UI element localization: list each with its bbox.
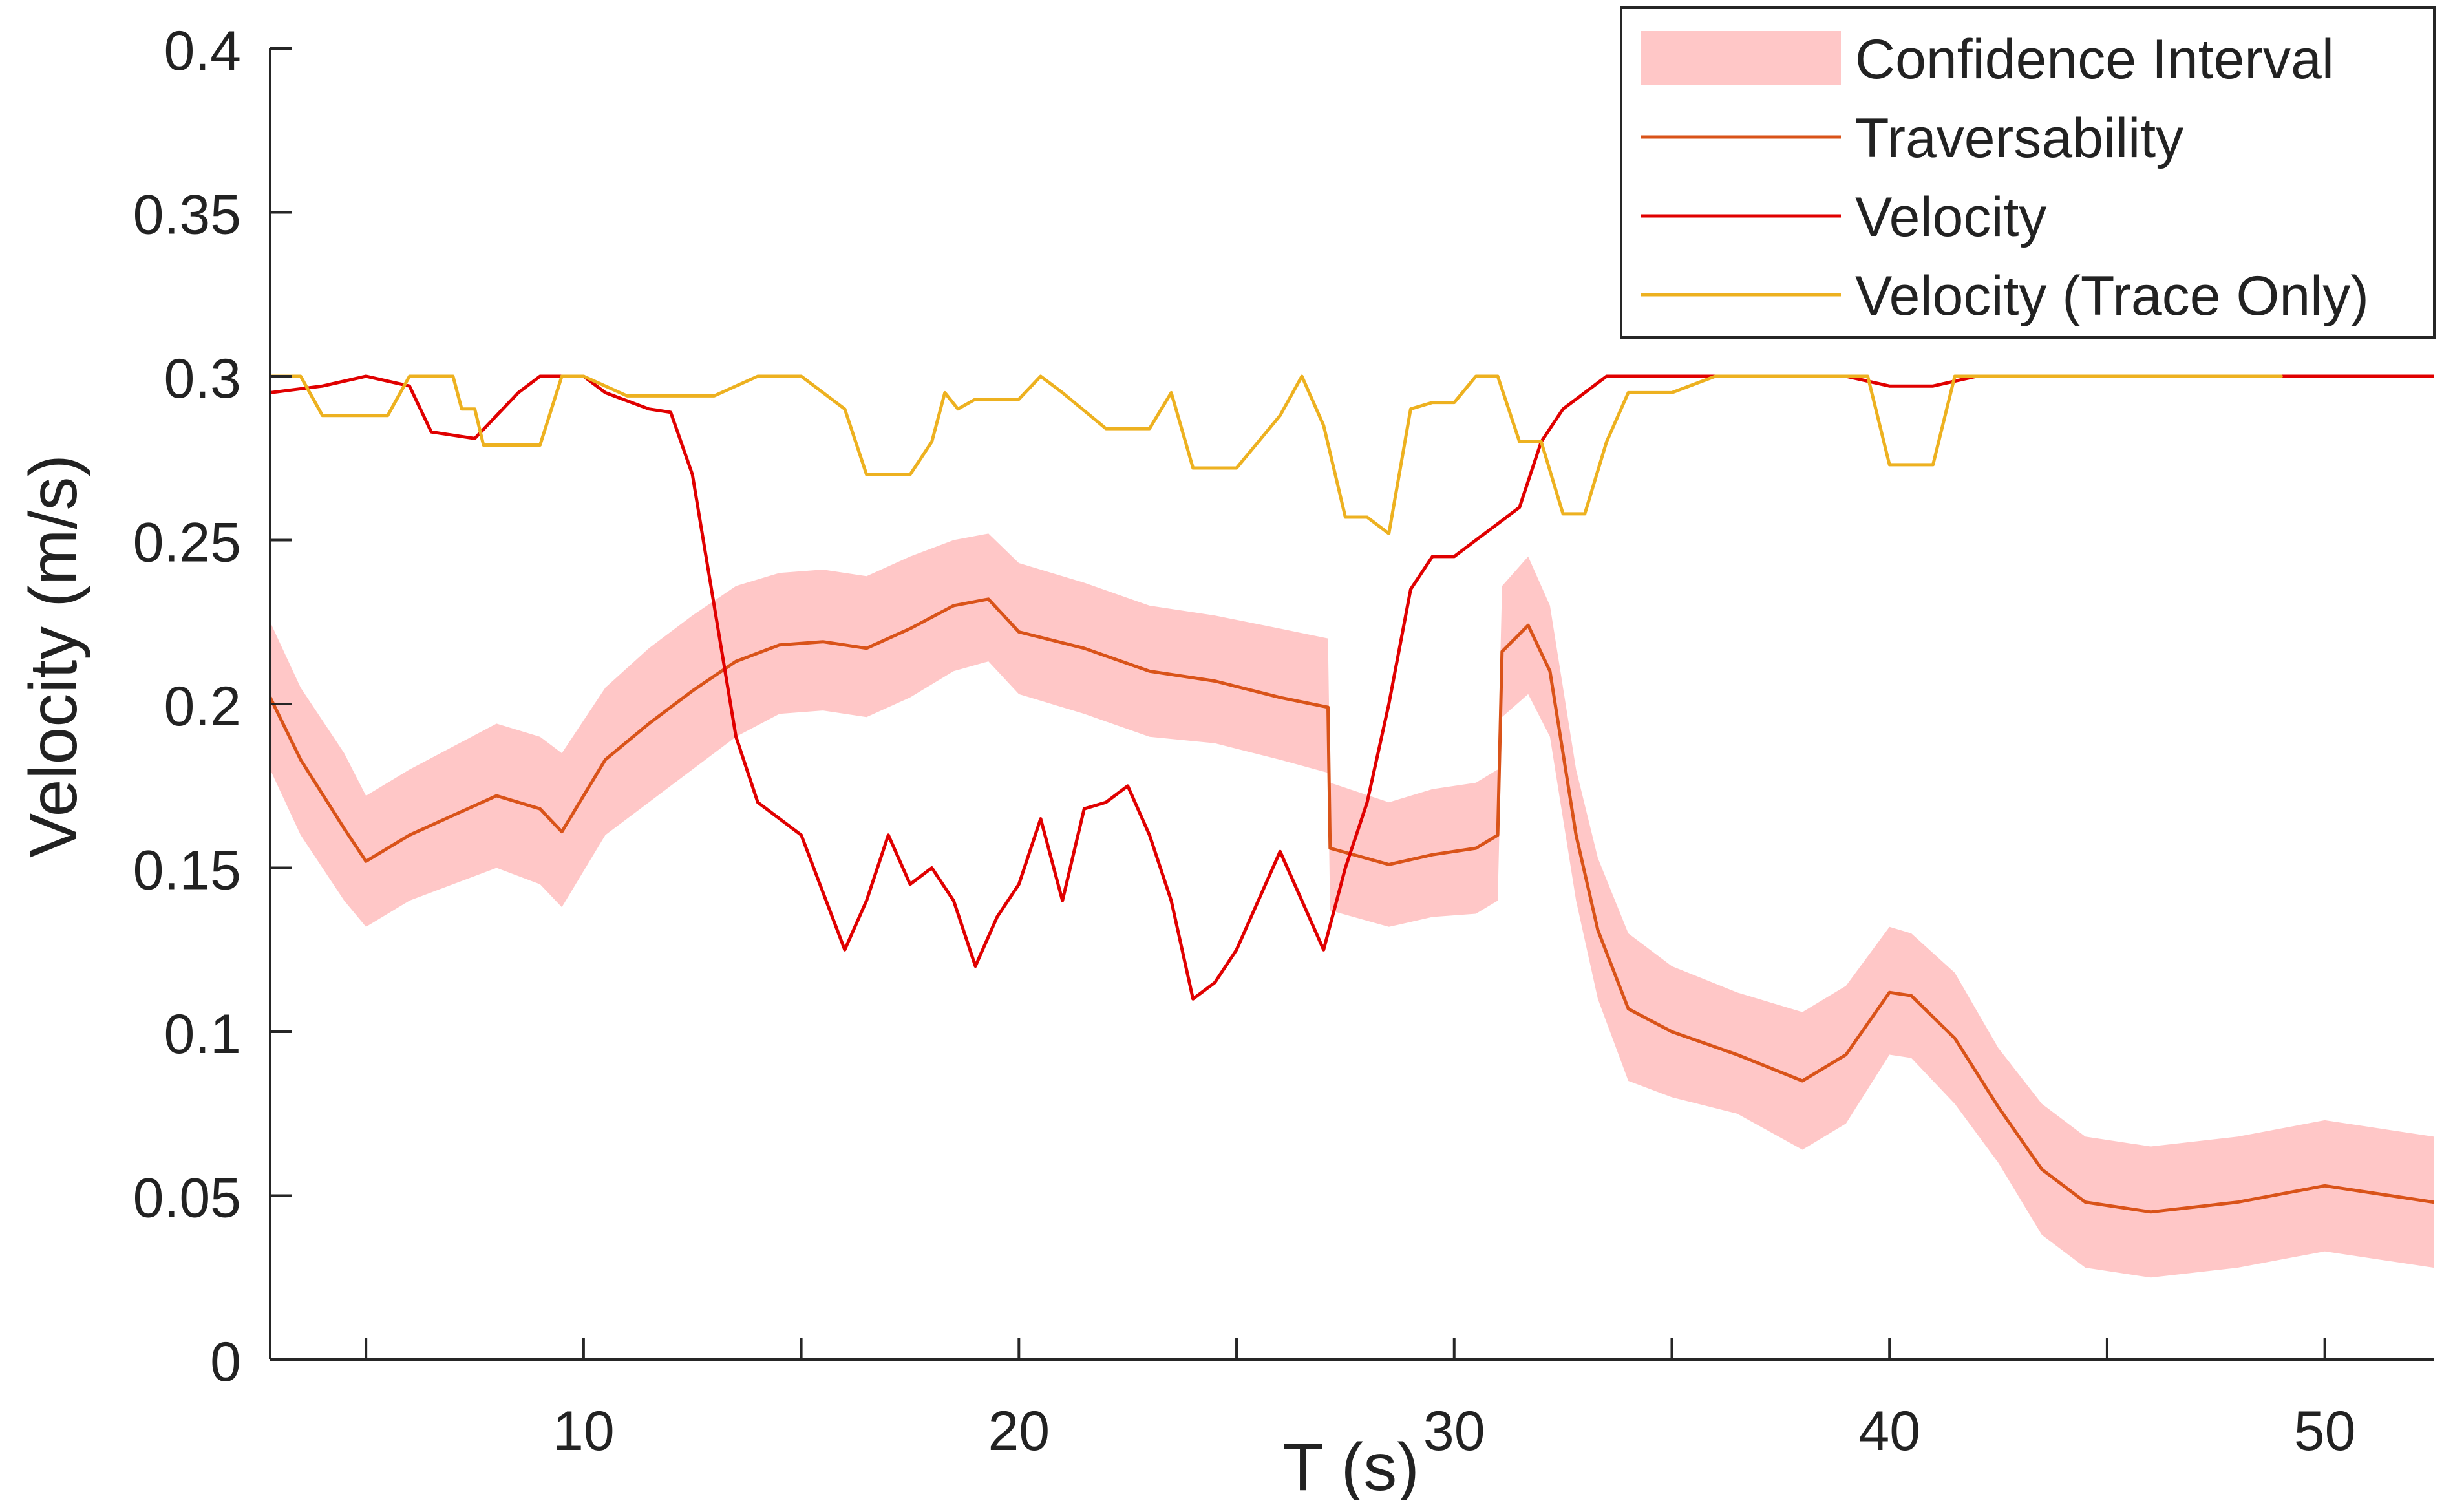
legend-label-confidence-interval: Confidence Interval [1855,28,2334,91]
series-velocity-line [270,374,2434,1001]
legend-label-traversability: Traversability [1855,107,2183,169]
plot-area [270,374,2434,1278]
legend: Confidence Interval Traversability Velocit… [1620,6,2436,339]
legend-label-velocity-trace-only: Velocity (Trace Only) [1855,265,2369,327]
y-tick-label: 0 [210,1331,241,1393]
series-confidence-interval-band [270,533,2434,1278]
y-axis-label: Velocity (m/s) [16,454,91,858]
y-tick-label: 0.1 [164,1003,241,1065]
y-tick-label: 0.35 [133,184,241,246]
x-tick-label: 40 [1858,1400,1920,1462]
legend-label-velocity: Velocity [1855,186,2046,248]
x-tick-label: 30 [1423,1400,1485,1462]
y-tick-label: 0.2 [164,676,241,738]
x-axis-label: T (s) [1282,1430,1419,1500]
y-tick-label: 0.05 [133,1167,241,1230]
y-tick-label: 0.4 [164,20,241,82]
y-tick-label: 0.3 [164,348,241,410]
y-tick-label: 0.15 [133,840,241,902]
x-tick-label: 50 [2294,1400,2356,1462]
series-velocity-trace-only-line [270,374,2283,535]
series-traversability-line [270,597,2434,1214]
x-tick-label: 10 [553,1400,615,1462]
y-tick-label: 0.25 [133,512,241,574]
axes: 0 0.05 0.1 0.15 0.2 0.25 0.3 0.35 0.4 10 20 30 40 50 [133,20,2434,1462]
legend-swatch-confidence-interval [1641,31,1841,85]
x-tick-label: 20 [988,1400,1050,1462]
